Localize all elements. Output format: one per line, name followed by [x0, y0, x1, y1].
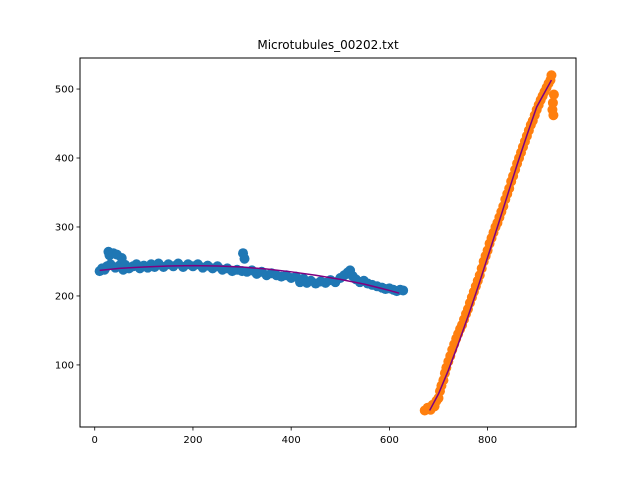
scatter-point — [548, 89, 559, 100]
ticks-layer: 0 200 400 600 800 100 200 300 400 500 — [55, 85, 497, 446]
x-tick-label: 200 — [183, 435, 202, 446]
y-tick-label: 100 — [55, 360, 74, 371]
x-tick-label: 600 — [380, 435, 399, 446]
fit-line — [99, 264, 400, 294]
scatter-point — [398, 285, 409, 296]
x-tick-label: 800 — [478, 435, 497, 446]
y-tick-label: 200 — [55, 291, 74, 302]
y-tick-label: 400 — [55, 154, 74, 165]
scatter-point — [546, 70, 557, 81]
fit-lines-layer — [99, 79, 553, 411]
y-tick-label: 500 — [55, 85, 74, 96]
scatter-point — [239, 253, 250, 264]
axes-frame — [79, 57, 577, 428]
scatter-point — [548, 110, 559, 121]
fit-line — [428, 79, 553, 411]
x-tick-label: 400 — [282, 435, 301, 446]
y-tick-label: 300 — [55, 222, 74, 233]
chart-title: Microtubules_00202.txt — [257, 38, 399, 52]
x-tick-label: 0 — [92, 435, 98, 446]
scatter-point — [547, 97, 558, 108]
